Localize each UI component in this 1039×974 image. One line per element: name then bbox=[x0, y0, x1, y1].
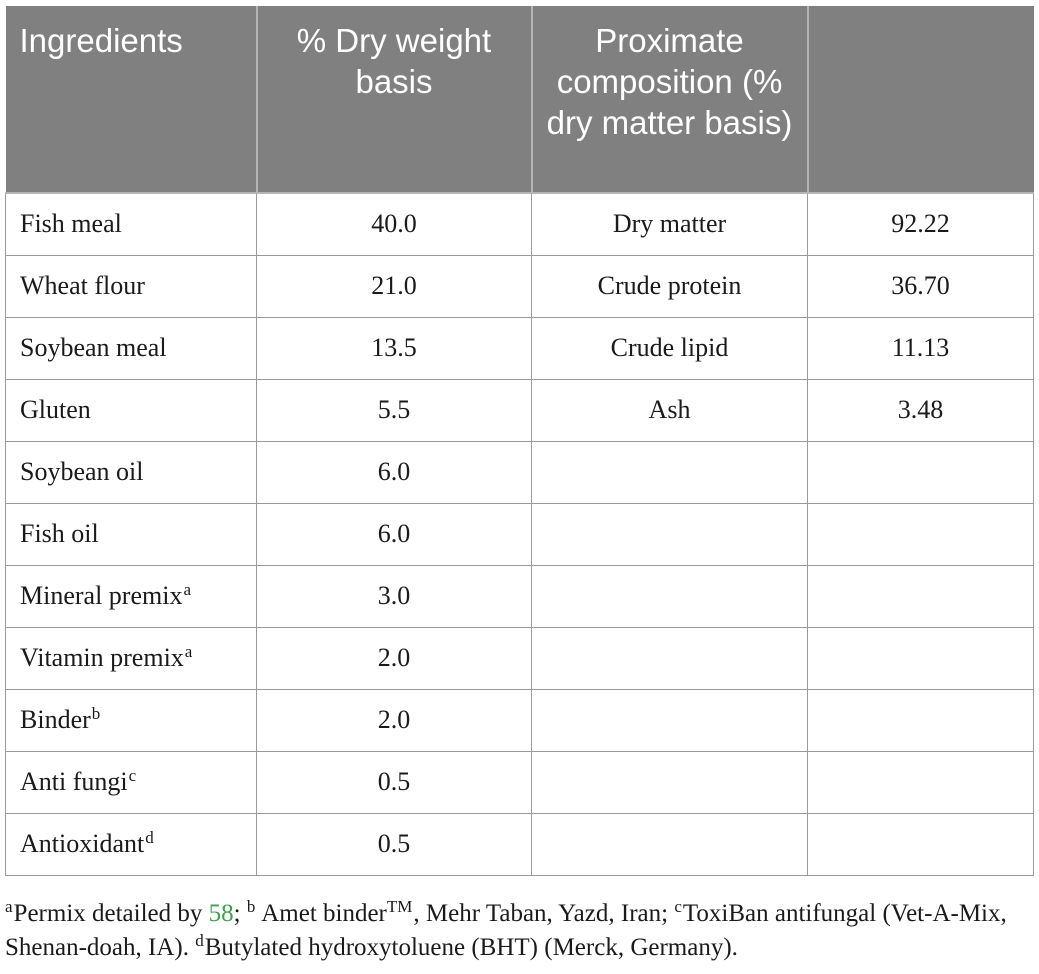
footnote-marker-b: b bbox=[246, 897, 256, 916]
header-proximate-composition: Proximate composition (% dry matter basi… bbox=[530, 6, 809, 194]
trademark-marker: TM bbox=[386, 897, 413, 916]
percent-cell: 13.5 bbox=[256, 316, 532, 380]
ingredient-name: Binder bbox=[20, 705, 91, 734]
ingredient-footnote-marker: d bbox=[145, 828, 154, 847]
component-value-cell: 92.22 bbox=[807, 192, 1034, 256]
component-cell: Dry matter bbox=[531, 192, 808, 256]
ingredient-name: Fish oil bbox=[20, 519, 99, 548]
footnote-text-a-end: ; bbox=[233, 900, 247, 927]
component-value-cell bbox=[807, 440, 1034, 504]
table-footnote: aPermix detailed by 58; b Amet binderTM,… bbox=[5, 897, 1035, 965]
component-cell bbox=[531, 626, 808, 690]
ingredient-cell: Gluten bbox=[5, 378, 257, 442]
footnote-text-b-end: , Mehr Taban, Yazd, Iran; bbox=[413, 900, 675, 927]
component-value-cell bbox=[807, 564, 1034, 628]
component-cell bbox=[531, 502, 808, 566]
table-row: Soybean oil 6.0 bbox=[5, 440, 1034, 504]
component-value-cell: 3.48 bbox=[807, 378, 1034, 442]
footnote-marker-a: a bbox=[5, 897, 13, 916]
ingredient-cell: Mineral premixa bbox=[5, 564, 257, 628]
table-row: Wheat flour 21.0 Crude protein 36.70 bbox=[5, 254, 1034, 318]
component-value-cell bbox=[807, 502, 1034, 566]
ingredient-cell: Fish oil bbox=[5, 502, 257, 566]
ingredient-cell: Vitamin premixa bbox=[5, 626, 257, 690]
ingredient-name: Fish meal bbox=[20, 209, 122, 239]
ingredient-cell: Soybean oil bbox=[5, 440, 257, 504]
ingredient-footnote-marker: c bbox=[128, 766, 137, 785]
percent-cell: 0.5 bbox=[256, 812, 532, 876]
percent-cell: 2.0 bbox=[256, 688, 532, 752]
ingredients-table-wrapper: Ingredients % Dry weight basis Proximate… bbox=[5, 6, 1034, 876]
table-row: Soybean meal 13.5 Crude lipid 11.13 bbox=[5, 316, 1034, 380]
ingredient-footnote-marker: b bbox=[91, 704, 101, 723]
ingredient-cell: Wheat flour bbox=[5, 254, 257, 318]
percent-cell: 2.0 bbox=[256, 626, 532, 690]
ingredient-cell: Antioxidantd bbox=[5, 812, 257, 876]
component-value-cell bbox=[807, 626, 1034, 690]
ingredient-name: Anti fungi bbox=[20, 767, 128, 796]
table-row: Anti fungic 0.5 bbox=[5, 750, 1034, 814]
component-cell bbox=[531, 688, 808, 752]
ingredient-name: Vitamin premix bbox=[20, 643, 184, 672]
component-cell bbox=[531, 750, 808, 814]
table-row: Fish meal 40.0 Dry matter 92.22 bbox=[5, 192, 1034, 256]
percent-cell: 6.0 bbox=[256, 440, 532, 504]
component-value-cell: 36.70 bbox=[807, 254, 1034, 318]
ingredient-name: Mineral premix bbox=[20, 581, 183, 610]
table-header-row: Ingredients % Dry weight basis Proximate… bbox=[5, 6, 1034, 194]
component-value-cell bbox=[807, 688, 1034, 752]
component-value-cell bbox=[807, 750, 1034, 814]
ingredient-name: Soybean oil bbox=[20, 457, 144, 486]
component-cell: Crude protein bbox=[531, 254, 808, 318]
table-row: Mineral premixa 3.0 bbox=[5, 564, 1034, 628]
component-cell: Ash bbox=[531, 378, 808, 442]
reference-link-58[interactable]: 58 bbox=[208, 900, 234, 927]
footnote-text-a: Permix detailed by bbox=[13, 900, 209, 927]
ingredient-cell: Fish meal bbox=[5, 192, 257, 256]
ingredient-name: Wheat flour bbox=[20, 271, 145, 300]
component-value-cell: 11.13 bbox=[807, 316, 1034, 380]
ingredient-name: Soybean meal bbox=[20, 333, 167, 362]
component-cell bbox=[531, 440, 808, 504]
footnote-marker-c: c bbox=[674, 897, 682, 916]
footnote-marker-d: d bbox=[195, 931, 204, 950]
percent-cell: 0.5 bbox=[256, 750, 532, 814]
footnote-text-d: Butylated hydroxytoluene (BHT) (Merck, G… bbox=[204, 934, 738, 961]
ingredient-cell: Binderb bbox=[5, 688, 257, 752]
ingredient-cell: Anti fungic bbox=[5, 750, 257, 814]
header-dry-weight: % Dry weight basis bbox=[255, 6, 533, 194]
table-row: Fish oil 6.0 bbox=[5, 502, 1034, 566]
component-value-cell bbox=[807, 812, 1034, 876]
ingredient-cell: Soybean meal bbox=[5, 316, 257, 380]
ingredients-table: Ingredients % Dry weight basis Proximate… bbox=[5, 6, 1034, 876]
footnote-text-b: Amet binder bbox=[261, 900, 387, 927]
ingredient-footnote-marker: a bbox=[184, 642, 193, 661]
component-cell bbox=[531, 564, 808, 628]
footnote-text-c: ToxiBan antifungal (Vet-A-Mix, Shenan-do… bbox=[5, 900, 1007, 961]
component-cell: Crude lipid bbox=[531, 316, 808, 380]
percent-cell: 5.5 bbox=[256, 378, 532, 442]
component-cell bbox=[531, 812, 808, 876]
ingredient-name: Gluten bbox=[20, 395, 91, 424]
ingredient-footnote-marker: a bbox=[183, 580, 191, 599]
table-row: Antioxidantd 0.5 bbox=[5, 812, 1034, 876]
table-row: Vitamin premixa 2.0 bbox=[5, 626, 1034, 690]
ingredient-name: Antioxidant bbox=[20, 829, 145, 858]
header-ingredients: Ingredients bbox=[5, 6, 258, 194]
table-body: Fish meal 40.0 Dry matter 92.22 Wheat flour 2… bbox=[5, 192, 1034, 876]
table-row: Binderb 2.0 bbox=[5, 688, 1034, 752]
table-row: Gluten 5.5 Ash 3.48 bbox=[5, 378, 1034, 442]
header-value bbox=[806, 6, 1034, 194]
percent-cell: 21.0 bbox=[256, 254, 532, 318]
percent-cell: 40.0 bbox=[256, 192, 532, 256]
percent-cell: 3.0 bbox=[256, 564, 532, 628]
percent-cell: 6.0 bbox=[256, 502, 532, 566]
